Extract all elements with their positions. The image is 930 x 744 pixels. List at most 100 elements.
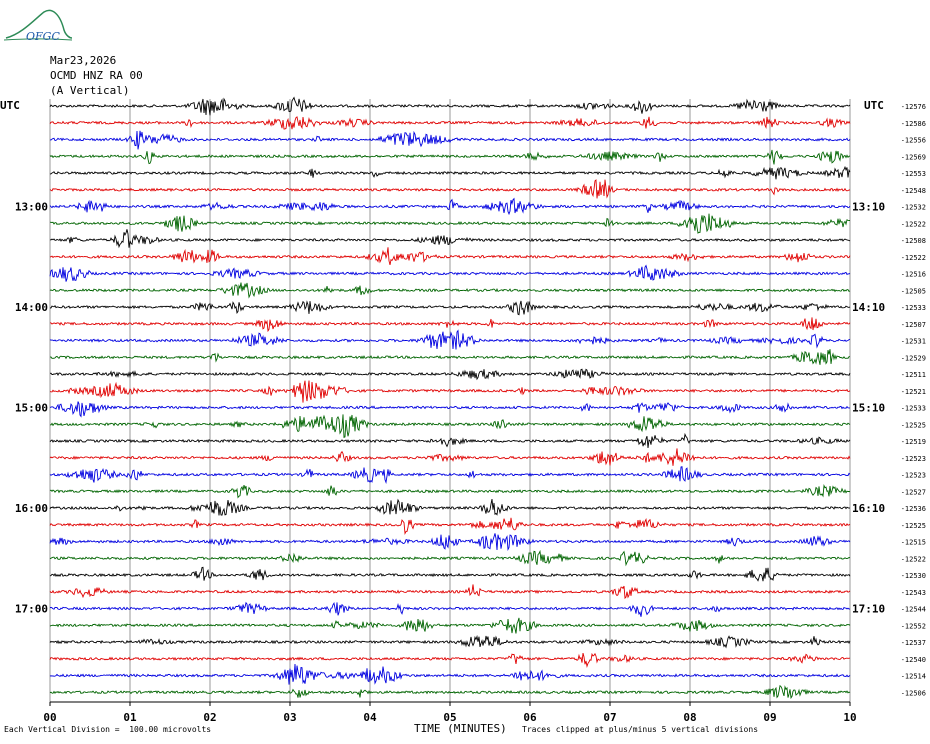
trace-offset-label: -12505 (901, 287, 926, 295)
trace-offset-label: -12540 (901, 656, 926, 664)
trace-offset-label: -12543 (901, 589, 926, 597)
trace-7 (49, 213, 851, 234)
trace-offset-label: -12544 (901, 606, 926, 614)
x-tick-label: 09 (763, 711, 776, 724)
left-time-label: 15:00 (15, 402, 48, 415)
trace-offset-labels: -12576 -12586 -12556 -12569 -12553 -12548 -125… (901, 103, 926, 697)
scale-note: Each Vertical Division = 100.00 microvol… (4, 725, 212, 734)
trace-33 (49, 652, 850, 668)
trace-offset-label: -12515 (901, 539, 926, 547)
trace-26 (49, 533, 851, 551)
trace-28 (49, 566, 851, 582)
x-tick-label: 04 (363, 711, 377, 724)
trace-31 (49, 617, 851, 634)
trace-18 (49, 401, 851, 418)
trace-24 (49, 498, 851, 516)
trace-4 (49, 165, 851, 180)
trace-offset-label: -12531 (901, 338, 926, 346)
trace-offset-label: -12522 (901, 555, 926, 563)
trace-15 (49, 349, 850, 365)
right-time-label: 15:10 (852, 402, 885, 415)
trace-offset-label: -12529 (901, 354, 926, 362)
trace-9 (49, 247, 851, 266)
left-time-label: 14:00 (15, 301, 48, 314)
x-axis-label: TIME (MINUTES) (414, 722, 507, 735)
trace-30 (49, 601, 850, 617)
trace-12 (49, 300, 851, 316)
trace-offset-label: -12511 (901, 371, 926, 379)
trace-29 (49, 584, 851, 600)
x-axis-ticks: 00 01 02 03 04 05 06 07 08 09 10 (43, 702, 857, 724)
trace-offset-label: -12508 (901, 237, 926, 245)
trace-20 (49, 432, 851, 448)
right-time-label: 17:10 (852, 603, 885, 616)
x-tick-label: 00 (43, 711, 56, 724)
trace-1 (49, 116, 851, 130)
right-time-label: 16:10 (852, 502, 885, 515)
trace-2 (49, 130, 851, 150)
trace-11 (49, 282, 851, 299)
trace-offset-label: -12576 (901, 103, 926, 111)
left-time-labels: 13:00 14:00 15:00 16:00 17:00 (15, 201, 48, 616)
trace-35 (49, 684, 851, 700)
x-tick-label: 05 (443, 711, 456, 724)
left-time-label: 16:00 (15, 502, 48, 515)
trace-offset-label: -12525 (901, 522, 926, 530)
right-utc-title: UTC (864, 99, 884, 112)
trace-offset-label: -12586 (901, 120, 926, 128)
trace-offset-label: -12506 (901, 689, 926, 697)
header-date: Mar23,2026 (50, 54, 117, 67)
trace-offset-label: -12519 (901, 438, 926, 446)
clip-note: Traces clipped at plus/minus 5 vertical … (522, 725, 759, 734)
right-time-labels: 13:10 14:10 15:10 16:10 17:10 (852, 201, 885, 616)
trace-offset-label: -12522 (901, 254, 926, 262)
trace-offset-label: -12533 (901, 405, 926, 413)
trace-17 (49, 380, 851, 403)
trace-16 (49, 368, 851, 381)
trace-offset-label: -12523 (901, 472, 926, 480)
x-tick-label: 08 (683, 711, 696, 724)
x-tick-label: 02 (203, 711, 216, 724)
trace-offset-label: -12537 (901, 639, 926, 647)
trace-offset-label: -12569 (901, 153, 926, 161)
trace-offset-label: -12522 (901, 220, 926, 228)
trace-offset-label: -12530 (901, 572, 926, 580)
trace-13 (49, 317, 851, 333)
x-tick-label: 06 (523, 711, 537, 724)
trace-34 (49, 663, 851, 685)
header-component: (A Vertical) (50, 84, 130, 97)
seismic-traces (49, 96, 851, 700)
trace-offset-label: -12553 (901, 170, 926, 178)
trace-offset-label: -12556 (901, 137, 926, 145)
logo-text: OFGC (26, 30, 60, 43)
trace-offset-label: -12507 (901, 321, 926, 329)
left-time-label: 17:00 (15, 603, 48, 616)
trace-offset-label: -12527 (901, 488, 926, 496)
trace-offset-label: -12533 (901, 304, 926, 312)
trace-offset-label: -12523 (901, 455, 926, 463)
trace-0 (49, 96, 851, 116)
trace-3 (49, 149, 851, 165)
trace-23 (49, 483, 851, 499)
grid-lines (49, 99, 851, 703)
trace-offset-label: -12548 (901, 187, 926, 195)
trace-32 (49, 634, 851, 649)
right-time-label: 14:10 (852, 301, 885, 314)
left-utc-title: UTC (0, 99, 20, 112)
trace-27 (49, 549, 851, 567)
trace-offset-label: -12532 (901, 204, 926, 212)
trace-10 (49, 264, 851, 282)
right-time-label: 13:10 (852, 201, 885, 214)
trace-offset-label: -12536 (901, 505, 926, 513)
header-station: OCMD HNZ RA 00 (50, 69, 143, 82)
ofgc-logo: OFGC (2, 4, 74, 48)
x-tick-label: 10 (843, 711, 856, 724)
trace-6 (49, 197, 851, 216)
trace-21 (49, 448, 851, 466)
x-tick-label: 01 (123, 711, 137, 724)
trace-5 (49, 179, 851, 199)
x-tick-label: 07 (603, 711, 616, 724)
trace-8 (49, 229, 851, 249)
trace-offset-label: -12521 (901, 388, 926, 396)
